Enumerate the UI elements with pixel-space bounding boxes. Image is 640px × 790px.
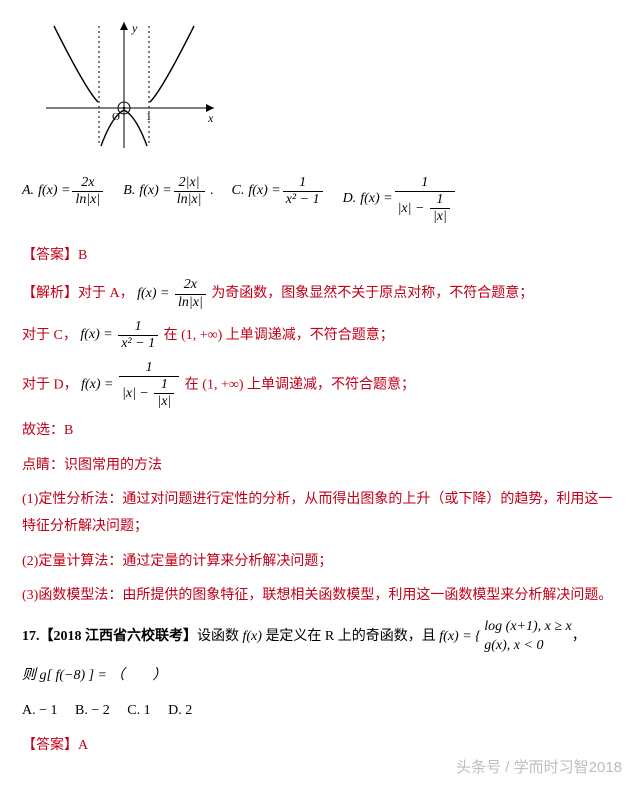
method-3: (3)函数模型法：由所提供的图象特征，联想相关函数模型，利用这一函数模型来分析解… (22, 583, 618, 610)
option-d: D. f(x) = 1 |x| − 1 |x| (343, 175, 457, 225)
option-c: C. f(x) = 1 x² − 1 (232, 175, 325, 208)
explain-c: 对于 C， f(x) = 1x² − 1 在 (1, +∞) 上单调递减，不符合… (22, 319, 618, 352)
explain-so: 故选：B (22, 418, 618, 445)
svg-text:O: O (112, 111, 120, 123)
method-2: (2)定量计算法：通过定量的计算来分析解决问题； (22, 549, 618, 576)
method-1: (1)定性分析法：通过对问题进行定性的分析，从而得出图象的上升（或下降）的趋势，… (22, 487, 618, 540)
svg-text:1: 1 (146, 111, 152, 123)
options-row: A. f(x) = 2x ln|x| B. f(x) = 2|x| ln|x| … (22, 175, 618, 225)
svg-text:y: y (131, 21, 138, 35)
explain-d: 对于 D， f(x) = 1 |x| − 1|x| 在 (1, +∞) 上单调递… (22, 360, 618, 410)
option-b: B. f(x) = 2|x| ln|x| . (123, 175, 213, 208)
watermark: 头条号 / 学而时习智2018 (456, 754, 622, 783)
option-d-label: D. (343, 186, 357, 213)
q17-stem: 17.【2018 江西省六校联考】设函数 f(x) 是定义在 R 上的奇函数，且… (22, 618, 618, 656)
note-title: 点睛：识图常用的方法 (22, 453, 618, 480)
option-a: A. f(x) = 2x ln|x| (22, 175, 105, 208)
option-c-label: C. (232, 178, 245, 205)
option-b-label: B. (123, 178, 135, 205)
q17-options: A. − 1 B. − 2 C. 1 D. 2 (22, 698, 618, 725)
option-b-fraction: 2|x| ln|x| (174, 175, 205, 208)
option-c-fraction: 1 x² − 1 (283, 175, 323, 208)
answer-line: 【答案】B (22, 243, 618, 270)
option-a-fraction: 2x ln|x| (72, 175, 103, 208)
q17-ask: 则 g[ f(−8) ] = （ ） (22, 663, 618, 690)
svg-text:x: x (207, 111, 214, 125)
function-graph: x y O 1 (46, 20, 618, 161)
explain-a: 【解析】对于 A， f(x) = 2xln|x| 为奇函数，图象显然不关于原点对… (22, 277, 618, 310)
option-d-fraction: 1 |x| − 1 |x| (395, 175, 455, 225)
option-a-label: A. (22, 178, 34, 205)
